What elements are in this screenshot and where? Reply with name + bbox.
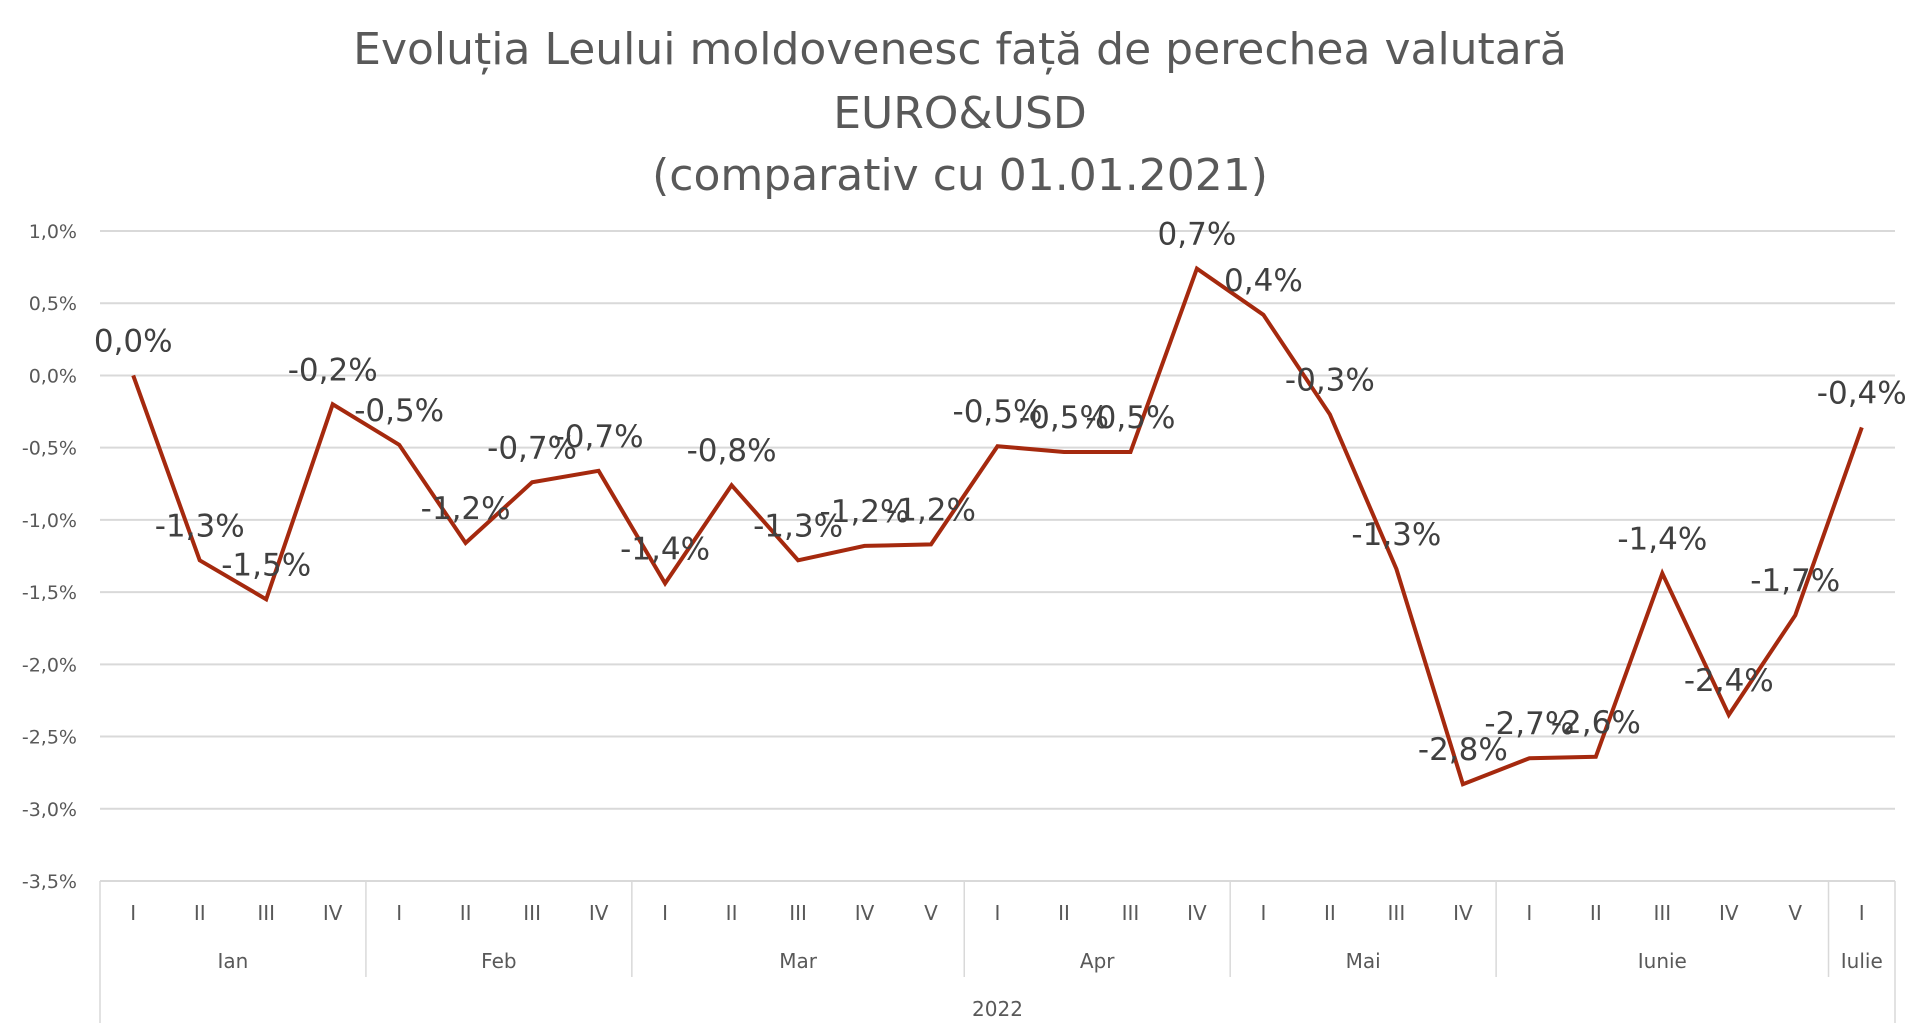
week-tick-label: IV — [589, 901, 609, 925]
month-label: Iulie — [1841, 949, 1883, 973]
week-tick-label: IV — [323, 901, 343, 925]
week-tick-label: I — [662, 901, 668, 925]
month-label: Ian — [218, 949, 249, 973]
data-label: -0,5% — [1019, 400, 1109, 436]
week-tick-label: II — [1590, 901, 1602, 925]
y-tick-label: -1,5% — [22, 582, 77, 604]
week-tick-label: I — [995, 901, 1001, 925]
chart-title-line-1: Evoluția Leului moldovenesc față de pere… — [353, 24, 1567, 75]
month-label: Iunie — [1638, 949, 1687, 973]
data-label: -2,7% — [1484, 706, 1574, 742]
data-label: -0,5% — [354, 393, 444, 429]
data-label: -1,2% — [820, 494, 910, 530]
data-label: -2,4% — [1684, 663, 1774, 699]
week-tick-label: I — [396, 901, 402, 925]
chart-title-line-3: (comparativ cu 01.01.2021) — [652, 150, 1268, 201]
month-label: Feb — [481, 949, 516, 973]
data-label: -1,4% — [1617, 521, 1707, 557]
week-tick-label: III — [257, 901, 275, 925]
y-tick-label: -0,5% — [22, 438, 77, 460]
chart-title-line-2: EURO&USD — [833, 88, 1087, 139]
week-tick-label: III — [789, 901, 807, 925]
data-label: -1,3% — [1351, 517, 1441, 553]
month-label: Mai — [1346, 949, 1381, 973]
data-label: -0,7% — [487, 430, 577, 466]
y-tick-label: 1,0% — [29, 221, 77, 243]
data-label: -1,3% — [753, 508, 843, 544]
data-label: 0,0% — [94, 323, 173, 359]
week-tick-label: I — [1526, 901, 1532, 925]
y-tick-label: -1,0% — [22, 510, 77, 532]
week-tick-label: II — [194, 901, 206, 925]
data-label: -1,2% — [421, 491, 511, 527]
week-tick-label: IV — [1453, 901, 1473, 925]
week-tick-label: III — [523, 901, 541, 925]
y-tick-label: -3,5% — [22, 871, 77, 893]
week-tick-label: I — [1859, 901, 1865, 925]
y-tick-label: 0,0% — [29, 365, 77, 387]
week-tick-label: II — [1058, 901, 1070, 925]
week-tick-label: IV — [1187, 901, 1207, 925]
data-label: -0,7% — [554, 419, 644, 455]
data-label: 0,7% — [1158, 217, 1237, 253]
data-label: -1,5% — [221, 547, 311, 583]
month-label: Apr — [1080, 949, 1115, 973]
data-label: -0,2% — [288, 352, 378, 388]
data-label: -1,2% — [886, 492, 976, 528]
y-tick-label: -2,5% — [22, 727, 77, 749]
data-label: 0,4% — [1224, 263, 1303, 299]
data-label: -0,4% — [1817, 375, 1907, 411]
y-tick-label: -2,0% — [22, 654, 77, 676]
week-tick-label: II — [460, 901, 472, 925]
week-tick-label: III — [1122, 901, 1140, 925]
data-label: -1,3% — [155, 508, 245, 544]
week-tick-label: I — [1260, 901, 1266, 925]
week-tick-label: II — [726, 901, 738, 925]
data-label: -0,5% — [1085, 400, 1175, 436]
week-tick-label: IV — [855, 901, 875, 925]
week-tick-label: V — [924, 901, 938, 925]
week-tick-label: IV — [1719, 901, 1739, 925]
data-label: -0,8% — [687, 433, 777, 469]
week-tick-label: V — [1788, 901, 1802, 925]
data-label: -2,8% — [1418, 732, 1508, 768]
data-label: -0,3% — [1285, 362, 1375, 398]
week-tick-label: II — [1324, 901, 1336, 925]
y-tick-label: -3,0% — [22, 799, 77, 821]
week-tick-label: I — [130, 901, 136, 925]
data-label: -2,6% — [1551, 705, 1641, 741]
data-label: -1,7% — [1750, 563, 1840, 599]
week-tick-label: III — [1653, 901, 1671, 925]
y-tick-label: 0,5% — [29, 293, 77, 315]
month-label: Mar — [779, 949, 818, 973]
week-tick-label: III — [1388, 901, 1406, 925]
year-label: 2022 — [972, 997, 1023, 1021]
data-label: -1,4% — [620, 531, 710, 567]
data-label: -0,5% — [953, 394, 1043, 430]
